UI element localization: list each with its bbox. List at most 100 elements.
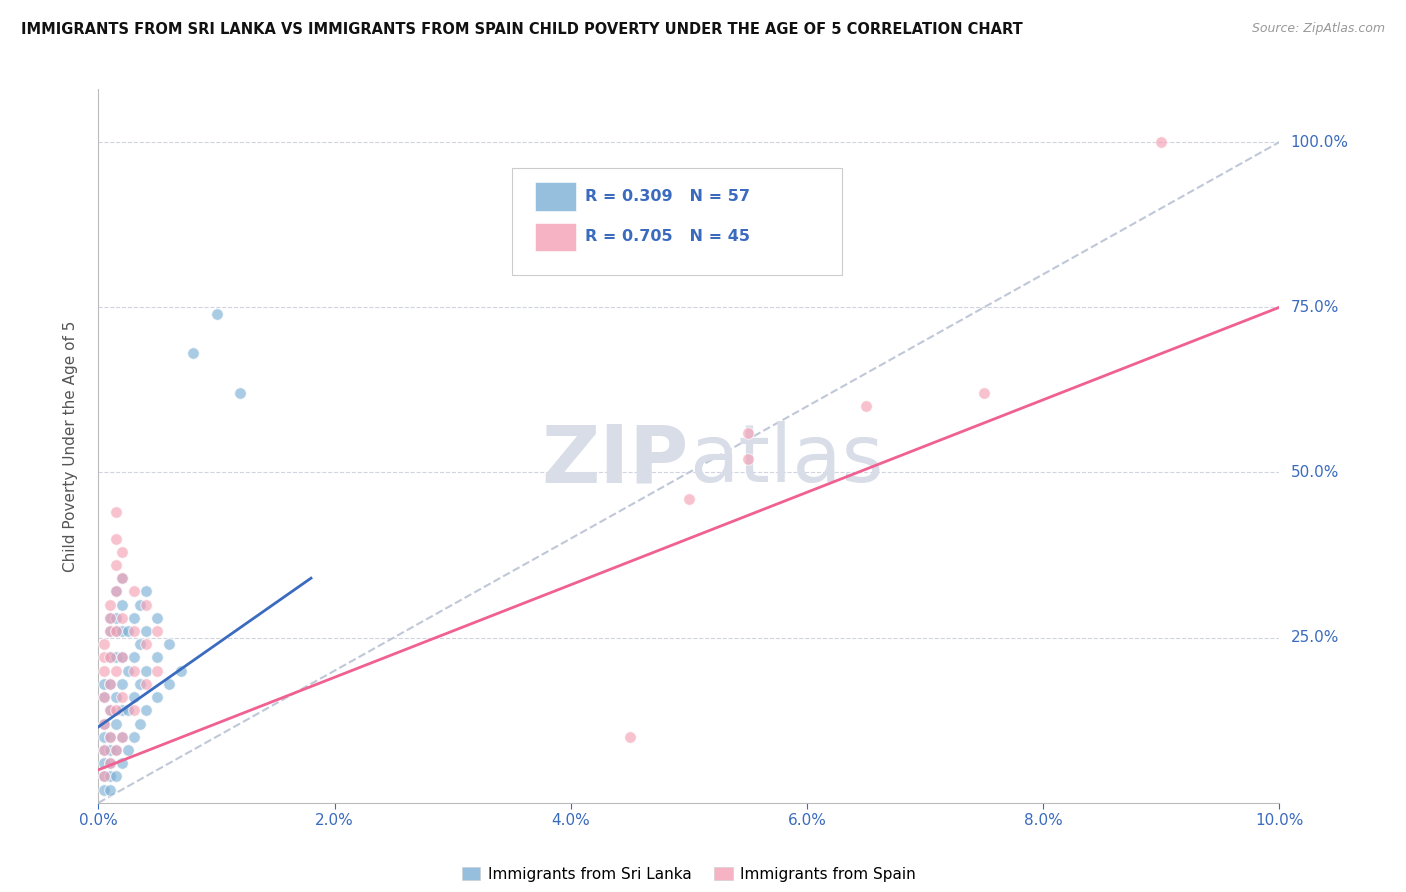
Point <box>135 584 157 599</box>
Point <box>111 571 134 585</box>
Point <box>128 637 150 651</box>
Point <box>146 611 169 625</box>
Point <box>170 664 193 678</box>
Point <box>122 703 145 717</box>
Point <box>98 624 121 638</box>
Point <box>98 782 121 797</box>
Text: R = 0.705   N = 45: R = 0.705 N = 45 <box>585 229 749 244</box>
Point <box>93 716 115 731</box>
Point <box>122 624 145 638</box>
Point <box>146 650 169 665</box>
Legend: Immigrants from Sri Lanka, Immigrants from Spain: Immigrants from Sri Lanka, Immigrants fr… <box>456 861 922 888</box>
Point <box>105 690 128 704</box>
Point <box>117 743 139 757</box>
Text: IMMIGRANTS FROM SRI LANKA VS IMMIGRANTS FROM SPAIN CHILD POVERTY UNDER THE AGE O: IMMIGRANTS FROM SRI LANKA VS IMMIGRANTS … <box>21 22 1022 37</box>
Text: 100.0%: 100.0% <box>1291 135 1348 150</box>
Point <box>111 756 134 771</box>
Point <box>105 624 128 638</box>
Point <box>128 598 150 612</box>
Text: atlas: atlas <box>689 421 883 500</box>
Point <box>181 346 204 360</box>
Point <box>93 637 115 651</box>
Point <box>98 743 121 757</box>
Point <box>98 703 121 717</box>
Point <box>93 756 115 771</box>
Point <box>146 664 169 678</box>
Point <box>98 756 121 771</box>
Point <box>105 769 128 783</box>
Point <box>93 650 115 665</box>
Point <box>205 307 228 321</box>
Point <box>105 743 128 757</box>
Point <box>98 769 121 783</box>
Point <box>105 558 128 572</box>
Point <box>619 730 641 744</box>
Point <box>111 545 134 559</box>
Point <box>98 730 121 744</box>
Point <box>111 677 134 691</box>
Point <box>135 677 157 691</box>
Point <box>111 650 134 665</box>
Point <box>105 664 128 678</box>
Point <box>117 703 139 717</box>
Point <box>128 677 150 691</box>
Text: R = 0.309   N = 57: R = 0.309 N = 57 <box>585 189 749 203</box>
Point <box>117 624 139 638</box>
Point <box>135 637 157 651</box>
Text: ZIP: ZIP <box>541 421 689 500</box>
Text: Source: ZipAtlas.com: Source: ZipAtlas.com <box>1251 22 1385 36</box>
Point <box>105 584 128 599</box>
Point <box>98 677 121 691</box>
Point <box>111 703 134 717</box>
Point <box>122 690 145 704</box>
FancyBboxPatch shape <box>536 223 575 252</box>
Point <box>135 624 157 638</box>
Point <box>855 400 877 414</box>
Point <box>93 716 115 731</box>
Point <box>117 664 139 678</box>
Text: 50.0%: 50.0% <box>1291 465 1339 480</box>
Point <box>98 650 121 665</box>
Point <box>157 677 180 691</box>
Point <box>93 769 115 783</box>
Point <box>122 611 145 625</box>
Point <box>111 611 134 625</box>
Point <box>105 650 128 665</box>
Point <box>973 386 995 401</box>
Y-axis label: Child Poverty Under the Age of 5: Child Poverty Under the Age of 5 <box>63 320 77 572</box>
Point <box>105 716 128 731</box>
Point <box>229 386 252 401</box>
Point <box>105 584 128 599</box>
Point <box>93 690 115 704</box>
Point <box>737 452 759 467</box>
Point <box>135 664 157 678</box>
Point <box>146 624 169 638</box>
Point <box>105 532 128 546</box>
Point <box>105 624 128 638</box>
Point <box>1150 135 1173 149</box>
Point <box>93 677 115 691</box>
Point <box>93 743 115 757</box>
Point <box>122 650 145 665</box>
Point <box>122 584 145 599</box>
Point <box>98 598 121 612</box>
Point <box>111 598 134 612</box>
FancyBboxPatch shape <box>512 168 842 275</box>
Point <box>157 637 180 651</box>
Point <box>105 505 128 519</box>
Point <box>111 624 134 638</box>
Text: 25.0%: 25.0% <box>1291 630 1339 645</box>
Point <box>98 650 121 665</box>
Point <box>135 598 157 612</box>
Point <box>122 664 145 678</box>
Point <box>98 624 121 638</box>
Point <box>98 703 121 717</box>
Text: 75.0%: 75.0% <box>1291 300 1339 315</box>
Point <box>135 703 157 717</box>
Point <box>111 690 134 704</box>
Point <box>678 491 700 506</box>
Point <box>146 690 169 704</box>
Point <box>105 703 128 717</box>
Point <box>98 730 121 744</box>
Point <box>111 571 134 585</box>
